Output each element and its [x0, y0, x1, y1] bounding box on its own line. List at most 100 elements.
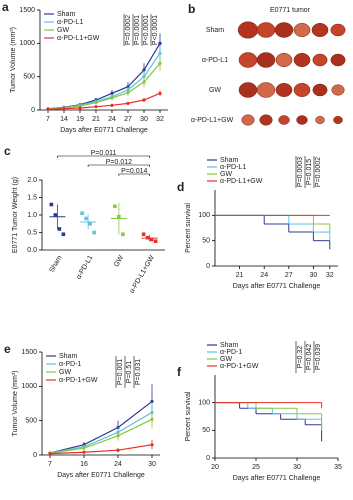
y-axis-label: Percent survival: [185, 391, 192, 441]
panel-letter: a: [2, 0, 9, 14]
point: [113, 204, 117, 209]
x-tick-label: 27: [124, 116, 132, 123]
point: [142, 98, 146, 102]
x-tick-label: 25: [252, 464, 260, 471]
photo-row-label: α-PD-L1+GW: [191, 117, 234, 124]
tumor: [312, 83, 328, 97]
legend-label: Sham: [59, 353, 77, 360]
point: [150, 443, 154, 447]
tumor: [333, 116, 343, 124]
series-line: [49, 400, 153, 454]
point: [49, 202, 54, 207]
point: [110, 91, 114, 95]
x-tick-label: 24: [108, 116, 116, 123]
p-value: P=0.51: [126, 361, 133, 383]
x-tick-label: 30: [148, 461, 156, 468]
point: [61, 232, 66, 237]
photo-row-label: GW: [209, 87, 221, 94]
y-tick-label: 0.5: [27, 229, 37, 236]
x-tick-label: 7: [46, 116, 50, 123]
x-tick-label: 32: [156, 116, 164, 123]
x-tick-label: 30: [140, 116, 148, 123]
x-tick-label: 21: [236, 272, 244, 279]
tumor: [293, 23, 311, 37]
tumor: [330, 53, 346, 67]
p-value: P=0.015: [306, 159, 313, 185]
tumor: [330, 23, 346, 37]
y-tick-label: 500: [23, 74, 35, 81]
p-value: P<0.0001: [152, 15, 159, 45]
x-axis-label: Days after E0771 Challenge: [57, 472, 145, 479]
series-line: [49, 444, 153, 455]
p-value: P<0.0001: [143, 15, 150, 45]
point: [116, 448, 120, 452]
point: [153, 239, 158, 244]
point: [150, 417, 154, 421]
tumor: [237, 21, 259, 39]
legend-label: GW: [220, 356, 232, 363]
legend-label: Sham: [57, 11, 75, 18]
p-value: P=0.0001: [134, 15, 141, 45]
point: [80, 211, 84, 216]
point: [158, 41, 162, 45]
point: [82, 446, 86, 450]
x-axis-label: Days after E0771 Challenge: [233, 475, 321, 482]
legend-label: α-PD-L1+GW: [220, 178, 263, 185]
point: [53, 213, 58, 217]
point: [142, 68, 146, 72]
point: [158, 51, 162, 55]
point: [110, 96, 114, 100]
tumor: [293, 83, 311, 97]
legend-label: α-PD-1: [220, 349, 242, 356]
x-tick-label: 24: [260, 272, 268, 279]
x-axis-label: Days after E0771 Challenge: [233, 283, 321, 290]
tumor: [331, 84, 345, 96]
legend-label: Sham: [220, 157, 238, 164]
p-value: P=0.001: [117, 359, 124, 385]
p-value: P=0.031: [135, 359, 142, 385]
panel-letter: b: [188, 2, 195, 16]
point: [88, 221, 92, 226]
point: [126, 91, 130, 95]
tumor: [238, 52, 258, 68]
tumor: [275, 83, 293, 97]
legend-label: GW: [57, 27, 69, 34]
tumor: [293, 53, 311, 67]
point: [121, 232, 125, 237]
p-value: P=0.0003: [297, 157, 304, 187]
y-axis-label: Tumor Volume (mm³): [10, 27, 17, 93]
p-value: P=0.014: [121, 168, 147, 175]
tumor: [275, 53, 293, 67]
point: [116, 434, 120, 438]
x-tick-label: 24: [114, 461, 122, 468]
legend-label: α-PD-1: [59, 361, 81, 368]
point: [149, 237, 154, 242]
series-line: [47, 62, 161, 110]
tumor: [256, 82, 276, 98]
y-tick-label: 1500: [19, 7, 35, 14]
legend-label: α-PD-1+GW: [220, 363, 259, 370]
tumor: [311, 23, 329, 37]
point: [145, 235, 150, 240]
photo-row-label: Sham: [206, 27, 224, 34]
panel-letter: d: [177, 180, 184, 194]
p-value: P=0.0002: [315, 157, 322, 187]
point: [92, 230, 96, 235]
y-axis-label: E0771 Tumor Weight (g): [12, 177, 19, 253]
y-tick-label: 0: [206, 455, 210, 462]
tumor: [274, 22, 294, 38]
tumor: [315, 116, 325, 124]
y-axis-label: Percent survival: [185, 203, 192, 253]
point: [158, 61, 162, 65]
panel-letter: c: [4, 144, 11, 158]
y-tick-label: 0: [33, 452, 37, 459]
y-tick-label: 0: [206, 263, 210, 270]
point: [62, 107, 66, 111]
point: [150, 399, 154, 404]
point: [82, 450, 86, 454]
x-tick-label: 21: [92, 116, 100, 123]
photo-row-label: α-PD-L1: [202, 57, 228, 64]
x-tick-label: α-PD-L1+GW: [129, 254, 156, 295]
bracket: [57, 155, 150, 158]
